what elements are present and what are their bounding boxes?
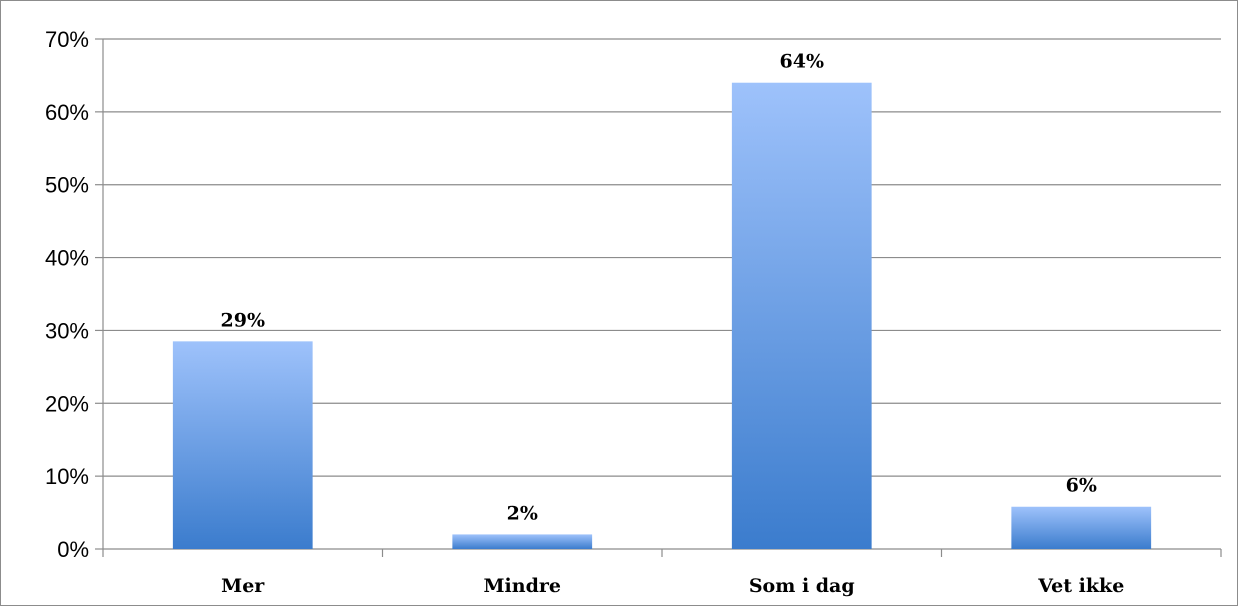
bar-mindre [452, 534, 593, 549]
y-tick-label: 60% [45, 100, 89, 125]
data-label: 29% [221, 309, 266, 331]
y-tick-label: 50% [45, 173, 89, 198]
bars [172, 82, 1152, 549]
x-category-label: Vet ikke [1037, 575, 1124, 597]
x-category-label: Som i dag [749, 575, 855, 597]
y-tick-label: 70% [45, 27, 89, 52]
labels: 0% 10% 20% 30% 40% 50% 60% 70% 29% Mer 2% Mindre 64%… [45, 27, 1124, 597]
y-tick-label: 0% [57, 537, 89, 562]
data-label: 2% [507, 502, 538, 524]
x-category-label: Mer [221, 575, 265, 597]
bar-mer [172, 341, 313, 549]
bar-vet-ikke [1011, 506, 1152, 549]
y-tick-label: 10% [45, 464, 89, 489]
data-label: 64% [780, 51, 825, 73]
y-tick-label: 20% [45, 391, 89, 416]
y-tick-label: 30% [45, 318, 89, 343]
data-label: 6% [1066, 475, 1097, 497]
bar-som-i-dag [731, 82, 872, 549]
x-category-label: Mindre [484, 575, 561, 597]
y-tick-label: 40% [45, 246, 89, 271]
